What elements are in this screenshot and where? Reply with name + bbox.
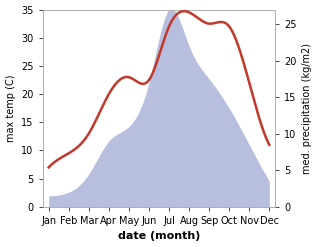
Y-axis label: med. precipitation (kg/m2): med. precipitation (kg/m2)	[302, 43, 313, 174]
X-axis label: date (month): date (month)	[118, 231, 200, 242]
Y-axis label: max temp (C): max temp (C)	[5, 74, 16, 142]
